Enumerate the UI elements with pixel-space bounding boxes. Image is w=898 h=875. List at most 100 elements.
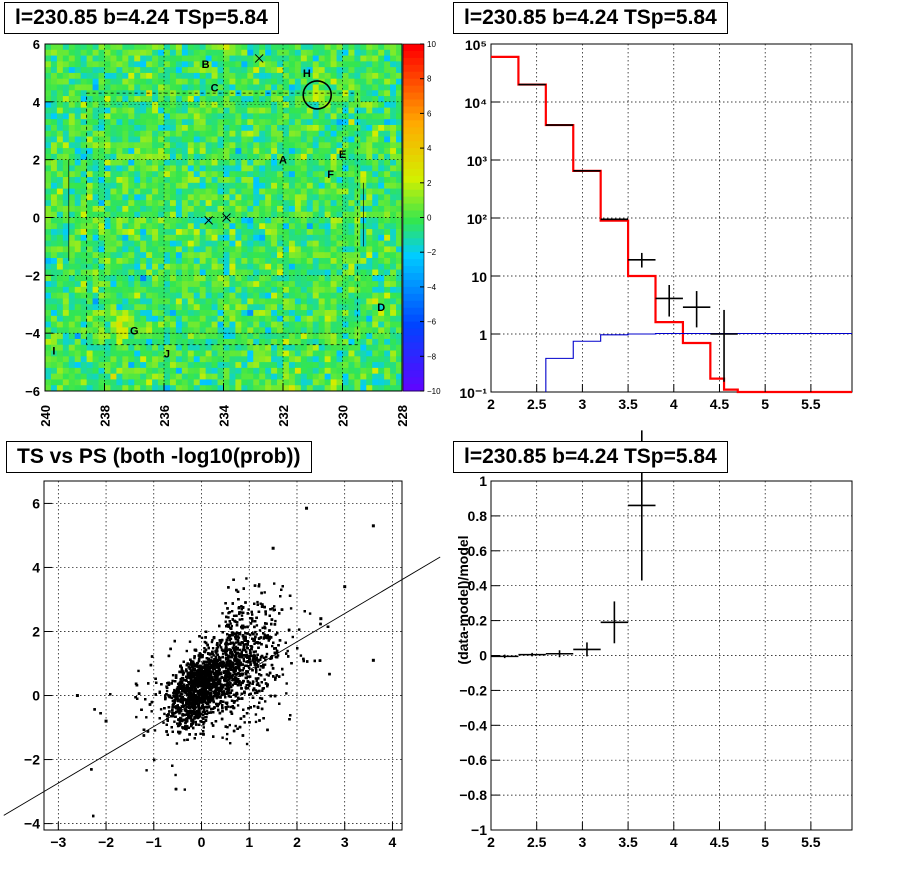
heatmap-cell xyxy=(164,142,171,149)
heatmap-cell xyxy=(50,362,58,369)
heatmap-cell xyxy=(271,136,278,143)
heatmap-cell xyxy=(211,356,218,363)
heatmap-cell xyxy=(68,362,76,369)
colorbar-band xyxy=(403,127,424,135)
heatmap-cell xyxy=(56,78,64,85)
heatmap-cell xyxy=(312,321,320,328)
heatmap-cell xyxy=(229,171,236,178)
heatmap-cell xyxy=(235,124,242,132)
heatmap-cell xyxy=(378,55,385,62)
heatmap-cell xyxy=(146,304,153,311)
heatmap-cell xyxy=(158,165,165,172)
heatmap-cell xyxy=(318,153,326,161)
heatmap-cell xyxy=(300,252,308,259)
heatmap-cell xyxy=(372,379,379,386)
heatmap-cell xyxy=(259,194,266,201)
heatmap-cell xyxy=(92,333,99,340)
heatmap-cell xyxy=(68,252,76,259)
colorbar-tick-label: 0 xyxy=(427,214,432,223)
heatmap-cell xyxy=(158,240,165,247)
heatmap-cell xyxy=(318,240,326,247)
heatmap-cell xyxy=(116,385,123,392)
heatmap-cell xyxy=(134,113,141,120)
heatmap-cell xyxy=(169,327,177,334)
heatmap-cell xyxy=(324,350,331,357)
heatmap-cell xyxy=(122,165,129,172)
heatmap-cell xyxy=(45,171,52,178)
heatmap-cell xyxy=(330,101,337,109)
heatmap-cell xyxy=(181,304,189,311)
heatmap-cell xyxy=(152,292,159,299)
heatmap-cell xyxy=(80,194,88,201)
scatter-point xyxy=(251,680,255,683)
heatmap-cell xyxy=(205,234,212,242)
heatmap-cell xyxy=(318,49,326,56)
heatmap-cell xyxy=(92,385,99,392)
heatmap-cell xyxy=(283,246,290,253)
scatter-point xyxy=(153,729,157,732)
scatter-point xyxy=(289,607,293,610)
heatmap-cell xyxy=(390,44,397,51)
heatmap-cell xyxy=(300,113,308,120)
heatmap-cell xyxy=(211,148,218,155)
heatmap-cell xyxy=(247,240,254,247)
heatmap-cell xyxy=(45,234,52,242)
heatmap-cell xyxy=(74,234,82,242)
scatter-point xyxy=(145,716,148,719)
heatmap-cell xyxy=(384,333,391,340)
heatmap-cell xyxy=(62,142,70,149)
heatmap-cell xyxy=(98,159,105,166)
heatmap-cell xyxy=(199,240,207,247)
heatmap-cell xyxy=(277,130,284,137)
heatmap-cell xyxy=(360,165,367,172)
heatmap-cell xyxy=(253,101,260,109)
scatter-point xyxy=(230,624,233,628)
heatmap-cell xyxy=(378,49,385,56)
heatmap-cell xyxy=(50,304,58,311)
heatmap-cell xyxy=(92,217,99,224)
heatmap-cell xyxy=(128,153,135,161)
heatmap-cell xyxy=(181,101,189,109)
heatmap-cell xyxy=(199,124,207,132)
heatmap-cell xyxy=(390,72,397,80)
heatmap-cell xyxy=(271,124,278,132)
heatmap-cell xyxy=(80,281,88,288)
heatmap-cell xyxy=(169,142,177,149)
heatmap-cell xyxy=(128,246,135,253)
heatmap-cell xyxy=(187,142,195,149)
heatmap-cell xyxy=(175,136,183,143)
heatmap-cell xyxy=(235,171,242,178)
heatmap-cell xyxy=(205,78,212,85)
heatmap-cell xyxy=(62,153,70,161)
heatmap-cell xyxy=(199,344,207,351)
colorbar-tick-label: 4 xyxy=(427,144,432,153)
heatmap-cell xyxy=(193,96,201,103)
heatmap-cell xyxy=(217,286,224,294)
heatmap-cell xyxy=(283,263,290,270)
heatmap-cell xyxy=(193,333,201,340)
heatmap-cell xyxy=(306,205,314,213)
heatmap-cell xyxy=(122,55,129,62)
heatmap-cell xyxy=(104,298,111,305)
heatmap-cell xyxy=(229,49,236,56)
heatmap-cell xyxy=(253,223,260,230)
scatter-point xyxy=(208,687,211,690)
heatmap-cell xyxy=(372,130,379,137)
heatmap-cell xyxy=(110,327,117,334)
heatmap-cell xyxy=(98,234,105,242)
heatmap-cell xyxy=(271,229,278,236)
heatmap-cell xyxy=(229,257,236,265)
heatmap-cell xyxy=(223,304,230,311)
heatmap-cell xyxy=(98,257,105,265)
heatmap-cell xyxy=(324,229,331,236)
heatmap-cell xyxy=(229,315,236,322)
heatmap-cell xyxy=(50,269,58,276)
heatmap-cell xyxy=(128,385,135,392)
heatmap-cell xyxy=(122,67,129,74)
heatmap-cell xyxy=(271,252,278,259)
heatmap-cell xyxy=(306,84,314,91)
heatmap-cell xyxy=(56,344,64,351)
heatmap-cell xyxy=(199,385,207,392)
heatmap-cell xyxy=(181,188,189,195)
heatmap-cell xyxy=(217,153,224,161)
